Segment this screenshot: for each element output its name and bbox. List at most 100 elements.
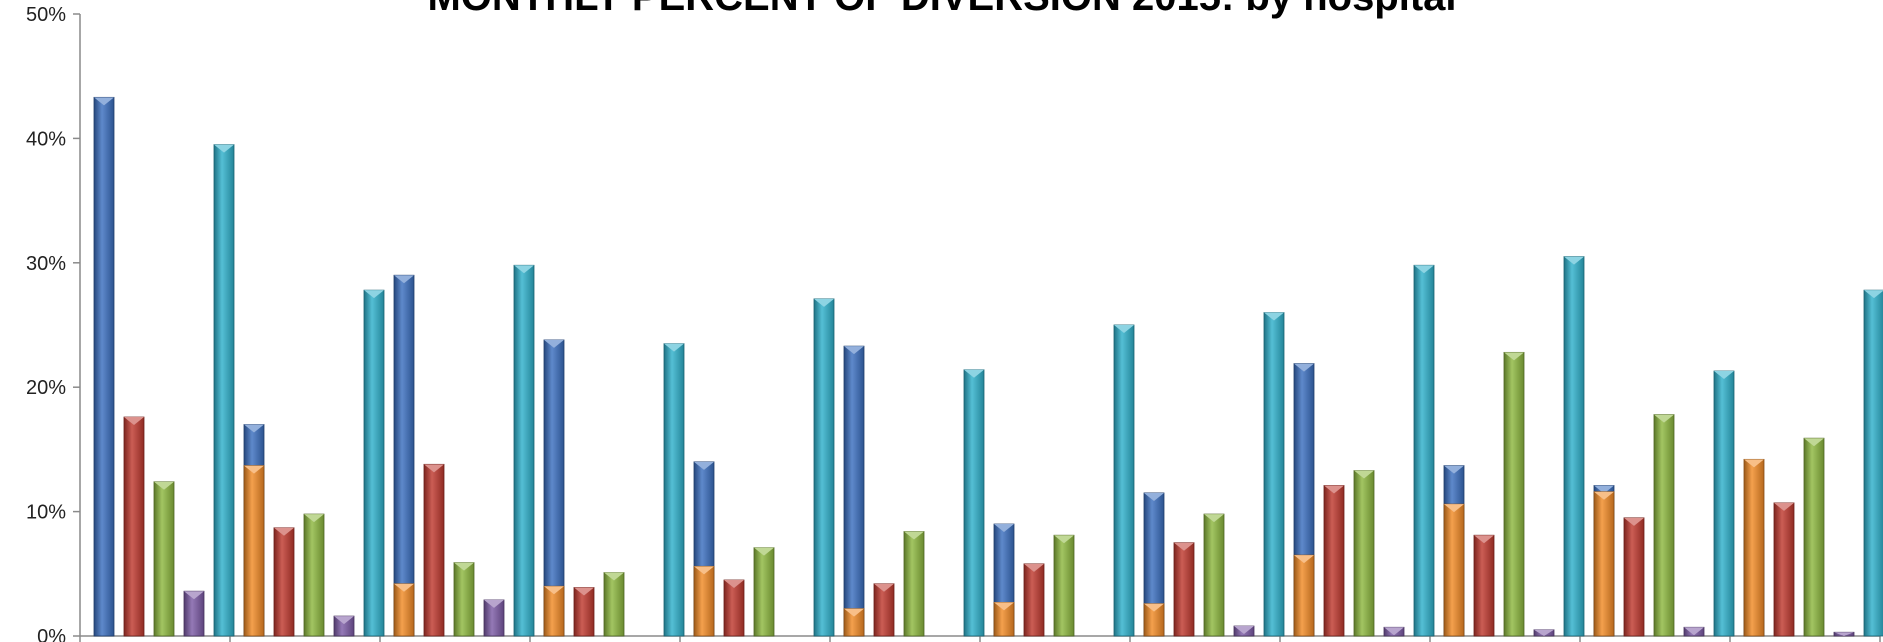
bar-cap [1564,256,1584,265]
bar-cap [574,587,594,596]
bar-cap [754,547,774,556]
bar-body [753,547,775,637]
bar-body [363,289,385,637]
bar-cap [184,591,204,600]
bar [1773,502,1795,637]
bar-cap [1714,371,1734,380]
bar-cap [724,580,744,589]
bar [543,339,565,637]
bar [1803,437,1825,637]
bar-body [813,298,835,637]
bar [1473,534,1495,637]
bar [483,599,505,637]
bar-body [1563,256,1585,637]
bar-cap [604,572,624,581]
bar-cap [244,424,264,433]
bar [93,96,115,637]
bar-body [453,562,475,637]
bar-cap [1294,363,1314,372]
bar-cap [1204,514,1224,523]
bar-body [1053,534,1075,637]
bar [1653,414,1675,637]
bar-body [603,572,625,637]
y-tick-label: 30% [26,253,66,275]
bar-body [1773,502,1795,637]
bar [333,615,355,637]
bar [393,583,415,637]
bar [1443,503,1465,637]
bar-cap [1294,555,1314,564]
bar-cap [544,339,564,348]
bar [1233,625,1255,637]
y-tick-label: 0% [37,626,66,642]
bar-cap [1654,414,1674,423]
bar-body [1173,542,1195,637]
bar [963,369,985,637]
bar-cap [1174,542,1194,551]
bar [303,513,325,637]
bar-body [243,465,265,637]
bar [1323,485,1345,637]
bar [1293,554,1315,637]
bar-cap [1324,485,1344,494]
bar-cap [694,566,714,575]
bar [1623,517,1645,637]
bar-body [1653,414,1675,637]
bar-cap [1024,563,1044,572]
bar-body [693,565,715,637]
bar-body [213,144,235,637]
chart-title: MONTHLY PERCENT OF DIVERSION 2015: by ho… [427,0,1456,19]
bar-body [1503,351,1525,637]
bar-cap [544,586,564,595]
y-tick-label: 10% [26,502,66,524]
bar-body [1743,458,1765,637]
bar-body [1803,437,1825,637]
bar [1533,629,1555,637]
bar-cap [484,599,504,608]
bar-cap [1624,517,1644,526]
bar-cap [1234,626,1254,635]
bar-cap [1474,535,1494,544]
bar-cap [1834,632,1854,636]
bar [993,602,1015,637]
bar [1173,542,1195,637]
bar [1113,324,1135,637]
bar [363,289,385,637]
bar-body [1863,289,1883,637]
bar-cap [274,527,294,536]
chart-bars [93,96,1883,637]
bar-body [123,416,145,637]
bar-cap [844,346,864,355]
bar [1563,256,1585,637]
y-tick-label: 20% [26,377,66,399]
bar-cap [814,298,834,307]
bar-cap [154,481,174,490]
bar [273,527,295,637]
bar-cap [904,531,924,540]
bar-body [1023,563,1045,637]
bar [753,547,775,637]
bar-body [903,531,925,637]
bar [1503,351,1525,637]
bar-cap [1594,485,1614,494]
bar [213,144,235,637]
bar [153,481,175,637]
bar [1203,513,1225,637]
bar-cap [1594,491,1614,500]
bar [1683,626,1705,637]
bar-cap [1054,535,1074,544]
bar [1353,470,1375,637]
bar-body [303,513,325,637]
bar [1053,534,1075,637]
bar [243,465,265,637]
bar-body [1113,324,1135,637]
bar-cap [394,275,414,284]
bar [873,583,895,637]
bar-cap [1804,438,1824,447]
bar-body [273,527,295,637]
bar [1383,626,1405,637]
bar-cap [1744,459,1764,468]
bar [1743,458,1765,637]
bar [603,572,625,637]
